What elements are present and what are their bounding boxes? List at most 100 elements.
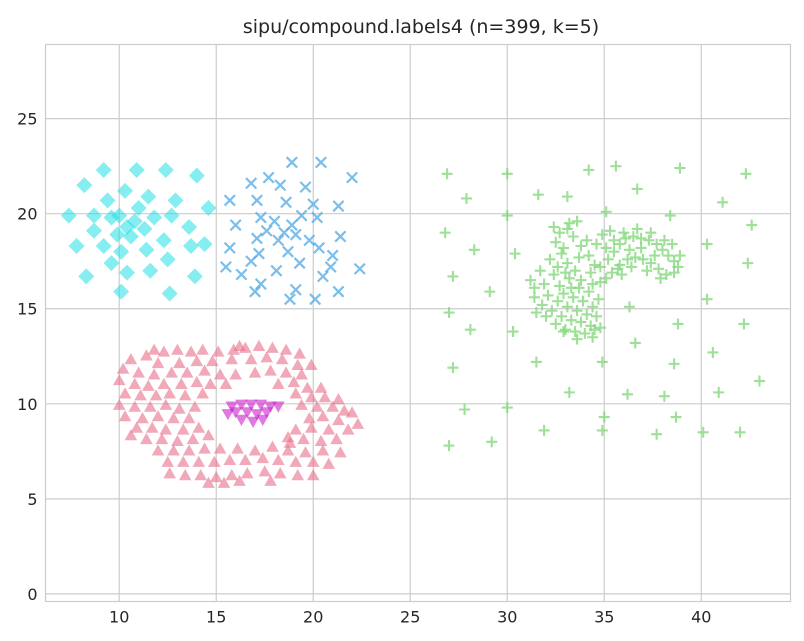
data-point xyxy=(600,272,612,284)
data-point xyxy=(666,238,678,250)
data-point xyxy=(130,199,147,216)
data-point xyxy=(159,423,173,435)
data-point xyxy=(550,318,562,330)
data-point xyxy=(538,424,550,436)
data-point xyxy=(254,278,267,291)
data-point xyxy=(641,265,653,277)
data-point xyxy=(658,234,670,246)
data-point xyxy=(316,270,329,283)
data-point xyxy=(717,196,729,208)
data-point xyxy=(459,403,471,415)
data-point xyxy=(285,156,298,169)
data-point xyxy=(293,347,306,359)
data-point xyxy=(248,444,262,456)
data-point xyxy=(304,421,318,433)
data-point xyxy=(540,310,552,322)
data-point xyxy=(316,410,330,422)
data-point xyxy=(136,220,153,237)
data-point xyxy=(301,381,314,393)
data-point xyxy=(289,283,302,296)
data-point xyxy=(310,400,324,412)
data-point xyxy=(713,386,725,398)
x-tick-label: 30 xyxy=(497,608,517,627)
data-point xyxy=(299,181,312,194)
data-point xyxy=(272,453,285,466)
x-tick-label: 10 xyxy=(109,608,129,627)
data-point xyxy=(324,260,337,273)
data-point xyxy=(567,231,579,243)
data-point xyxy=(596,424,608,436)
data-point xyxy=(643,234,655,246)
data-point xyxy=(569,326,581,338)
data-point xyxy=(291,469,305,481)
x-tick-label: 20 xyxy=(303,608,323,627)
data-point xyxy=(254,211,267,224)
data-point xyxy=(554,227,566,239)
data-point xyxy=(538,278,550,290)
data-point xyxy=(304,391,318,403)
data-point xyxy=(124,429,138,441)
data-point xyxy=(167,412,180,424)
data-point xyxy=(244,353,258,365)
data-point xyxy=(176,455,190,467)
data-point xyxy=(668,358,680,370)
data-point xyxy=(664,210,676,222)
data-point xyxy=(126,213,143,230)
data-point xyxy=(211,345,225,357)
data-point xyxy=(623,301,635,313)
axis-tick-labels: 10 15 20 25 30 35 40 0 5 10 15 20 25 xyxy=(17,110,711,627)
data-point xyxy=(629,337,641,349)
data-point xyxy=(188,400,202,412)
data-point xyxy=(231,442,244,454)
data-point xyxy=(627,231,639,243)
data-point xyxy=(299,446,312,458)
data-point xyxy=(283,436,297,448)
data-point xyxy=(655,272,667,284)
data-point xyxy=(192,455,206,467)
data-point xyxy=(569,265,581,277)
data-point xyxy=(583,250,595,262)
data-point xyxy=(581,308,593,320)
data-point xyxy=(606,267,618,279)
data-point xyxy=(742,257,754,269)
data-point xyxy=(341,423,355,435)
data-point xyxy=(268,215,281,228)
data-point xyxy=(486,436,498,448)
data-point xyxy=(147,343,161,355)
data-point xyxy=(668,267,680,279)
data-point xyxy=(738,318,750,330)
plot-frame xyxy=(44,43,792,603)
data-point xyxy=(587,301,599,313)
data-point xyxy=(550,236,562,248)
data-point xyxy=(309,293,322,306)
data-point xyxy=(103,209,120,226)
data-point xyxy=(701,293,713,305)
data-point xyxy=(326,400,339,412)
data-point xyxy=(272,234,285,247)
data-point xyxy=(225,353,239,365)
data-point xyxy=(306,455,320,467)
data-point xyxy=(577,295,589,307)
data-point xyxy=(701,238,713,250)
data-point xyxy=(625,261,637,273)
data-point xyxy=(235,268,248,281)
data-point xyxy=(306,469,320,481)
data-point xyxy=(295,398,308,410)
data-point xyxy=(207,455,221,467)
data-point xyxy=(165,366,178,378)
data-point xyxy=(155,432,169,445)
data-point xyxy=(173,356,186,369)
data-point xyxy=(275,353,289,365)
data-point xyxy=(260,351,273,363)
data-point xyxy=(204,377,217,389)
data-point xyxy=(186,432,200,445)
data-point xyxy=(264,364,277,376)
data-point xyxy=(332,413,345,426)
data-point xyxy=(295,209,308,222)
data-point xyxy=(674,250,686,262)
data-point xyxy=(534,265,546,277)
data-point xyxy=(571,305,583,317)
data-point xyxy=(223,194,236,207)
data-point xyxy=(631,183,643,195)
data-point xyxy=(132,366,145,378)
